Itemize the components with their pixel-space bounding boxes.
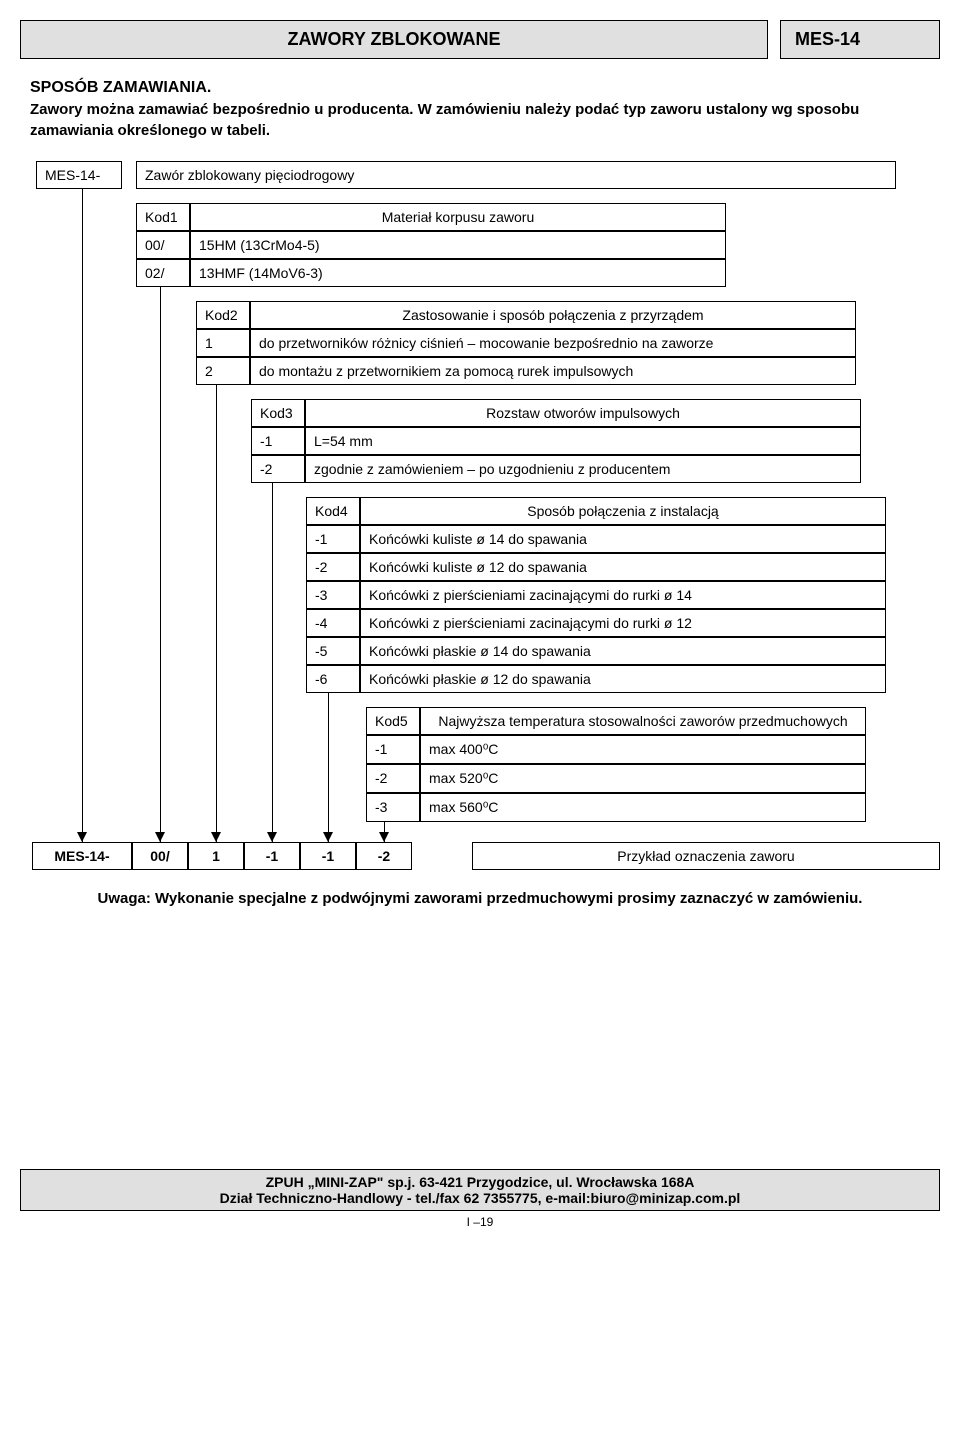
connector-arrow-3 xyxy=(267,832,277,842)
intro-title: SPOSÓB ZAMAWIANIA. xyxy=(30,79,930,97)
kod4-row-5-code: -6 xyxy=(306,665,360,693)
intro-block: SPOSÓB ZAMAWIANIA. Zawory można zamawiać… xyxy=(30,79,930,141)
header-code: MES-14 xyxy=(780,20,940,59)
kod2-label: Kod2 xyxy=(196,301,250,329)
header-title: ZAWORY ZBLOKOWANE xyxy=(20,20,768,59)
kod1-header: Materiał korpusu zaworu xyxy=(190,203,726,231)
page-footer: ZPUH „MINI-ZAP" sp.j. 63-421 Przygodzice… xyxy=(20,1169,940,1211)
intro-text: Zawory można zamawiać bezpośrednio u pro… xyxy=(30,99,930,141)
kod4-row-4-desc: Końcówki płaskie ø 14 do spawania xyxy=(360,637,886,665)
kod2-header: Zastosowanie i sposób połączenia z przyr… xyxy=(250,301,856,329)
footer-line1: ZPUH „MINI-ZAP" sp.j. 63-421 Przygodzice… xyxy=(29,1174,931,1190)
note-text: Uwaga: Wykonanie specjalne z podwójnymi … xyxy=(60,888,900,909)
kod5-table: Kod5Najwyższa temperatura stosowalności … xyxy=(366,707,866,822)
footer-line2: Dział Techniczno-Handlowy - tel./fax 62 … xyxy=(29,1190,931,1206)
example-cell-0: MES-14- xyxy=(32,842,132,870)
page-header: ZAWORY ZBLOKOWANE MES-14 xyxy=(20,20,940,59)
connector-line-0 xyxy=(82,189,83,842)
level1-row: MES-14- Zawór zblokowany pięciodrogowy xyxy=(36,161,896,189)
order-diagram: MES-14- Zawór zblokowany pięciodrogowy K… xyxy=(20,161,940,870)
example-cell-5: -2 xyxy=(356,842,412,870)
kod3-table: Kod3Rozstaw otworów impulsowych-1L=54 mm… xyxy=(251,399,861,483)
kod5-row-1-desc: max 520⁰C xyxy=(420,764,866,793)
kod5-row-2-code: -3 xyxy=(366,793,420,822)
connector-arrow-0 xyxy=(77,832,87,842)
kod5-row-1-code: -2 xyxy=(366,764,420,793)
connector-line-2 xyxy=(216,385,217,842)
kod5-label: Kod5 xyxy=(366,707,420,735)
level1-desc: Zawór zblokowany pięciodrogowy xyxy=(136,161,896,189)
kod2-table: Kod2Zastosowanie i sposób połączenia z p… xyxy=(196,301,856,385)
kod2-row-0-desc: do przetworników różnicy ciśnień – mocow… xyxy=(250,329,856,357)
kod4-row-1-desc: Końcówki kuliste ø 12 do spawania xyxy=(360,553,886,581)
kod1-row-1-code: 02/ xyxy=(136,259,190,287)
kod3-header: Rozstaw otworów impulsowych xyxy=(305,399,861,427)
kod4-row-5-desc: Końcówki płaskie ø 12 do spawania xyxy=(360,665,886,693)
example-cell-3: -1 xyxy=(244,842,300,870)
connector-arrow-1 xyxy=(155,832,165,842)
kod1-row-0-desc: 15HM (13CrMo4-5) xyxy=(190,231,726,259)
kod4-row-2-code: -3 xyxy=(306,581,360,609)
kod4-row-0-code: -1 xyxy=(306,525,360,553)
example-cell-1: 00/ xyxy=(132,842,188,870)
connector-line-4 xyxy=(328,693,329,842)
kod4-header: Sposób połączenia z instalacją xyxy=(360,497,886,525)
kod4-row-2-desc: Końcówki z pierścieniami zacinającymi do… xyxy=(360,581,886,609)
example-row: MES-14-00/1-1-1-2Przykład oznaczenia zaw… xyxy=(32,842,940,870)
kod3-row-0-code: -1 xyxy=(251,427,305,455)
kod5-header: Najwyższa temperatura stosowalności zawo… xyxy=(420,707,866,735)
connector-line-3 xyxy=(272,483,273,842)
connector-arrow-4 xyxy=(323,832,333,842)
kod2-row-0-code: 1 xyxy=(196,329,250,357)
kod5-row-0-code: -1 xyxy=(366,735,420,764)
kod3-row-1-desc: zgodnie z zamówieniem – po uzgodnieniu z… xyxy=(305,455,861,483)
connector-arrow-2 xyxy=(211,832,221,842)
example-cell-2: 1 xyxy=(188,842,244,870)
example-cell-4: -1 xyxy=(300,842,356,870)
kod1-label: Kod1 xyxy=(136,203,190,231)
kod2-row-1-desc: do montażu z przetwornikiem za pomocą ru… xyxy=(250,357,856,385)
kod3-label: Kod3 xyxy=(251,399,305,427)
kod4-row-0-desc: Końcówki kuliste ø 14 do spawania xyxy=(360,525,886,553)
kod4-row-3-desc: Końcówki z pierścieniami zacinającymi do… xyxy=(360,609,886,637)
kod4-row-4-code: -5 xyxy=(306,637,360,665)
kod1-row-0-code: 00/ xyxy=(136,231,190,259)
example-label: Przykład oznaczenia zaworu xyxy=(472,842,940,870)
kod5-row-0-desc: max 400⁰C xyxy=(420,735,866,764)
kod4-row-1-code: -2 xyxy=(306,553,360,581)
kod3-row-1-code: -2 xyxy=(251,455,305,483)
level1-code: MES-14- xyxy=(36,161,122,189)
kod1-row-1-desc: 13HMF (14MoV6-3) xyxy=(190,259,726,287)
connector-arrow-5 xyxy=(379,832,389,842)
connector-line-1 xyxy=(160,287,161,842)
kod4-label: Kod4 xyxy=(306,497,360,525)
page-number: I –19 xyxy=(20,1215,940,1229)
kod1-table: Kod1Materiał korpusu zaworu00/15HM (13Cr… xyxy=(136,203,726,287)
kod4-table: Kod4Sposób połączenia z instalacją-1Końc… xyxy=(306,497,886,693)
kod4-row-3-code: -4 xyxy=(306,609,360,637)
kod2-row-1-code: 2 xyxy=(196,357,250,385)
kod5-row-2-desc: max 560⁰C xyxy=(420,793,866,822)
kod3-row-0-desc: L=54 mm xyxy=(305,427,861,455)
